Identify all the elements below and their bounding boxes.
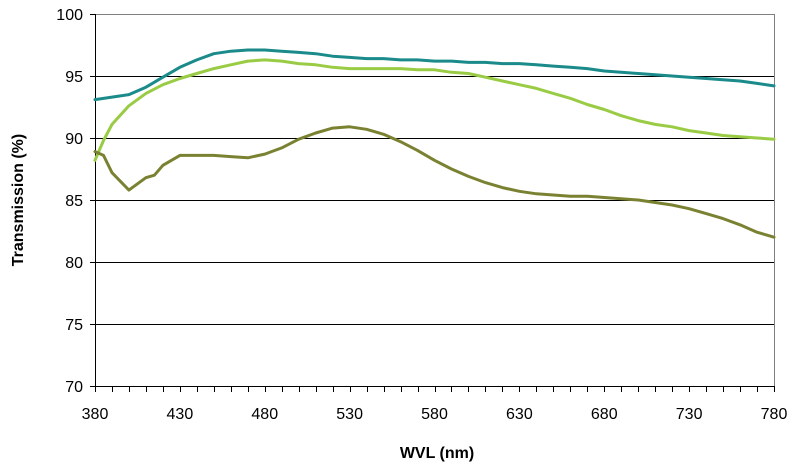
y-axis-title: Transmission (%) [10, 134, 27, 266]
y-tick-label: 100 [56, 7, 83, 24]
x-tick-label: 580 [421, 406, 448, 423]
grid-layer [95, 76, 774, 325]
x-tick-label: 780 [761, 406, 788, 423]
axis-layer: 70 75 80 85 90 95 100 380 430 480 530 580 630 680 730 7… [56, 7, 787, 423]
y-tick-label: 95 [65, 69, 83, 86]
y-tick-label: 70 [65, 379, 83, 396]
x-axis-title: WVL (nm) [400, 445, 474, 462]
x-tick-label: 430 [167, 406, 194, 423]
series-line-1 [93, 48, 776, 102]
x-tick-label: 630 [506, 406, 533, 423]
x-tick-label: 530 [336, 406, 363, 423]
y-tick-label: 75 [65, 317, 83, 334]
y-tick-label: 85 [65, 193, 83, 210]
series-line-2 [93, 58, 776, 162]
x-tick-label: 380 [82, 406, 109, 423]
series-layer [93, 48, 776, 239]
y-tick-label: 90 [65, 131, 83, 148]
x-tick-label: 730 [676, 406, 703, 423]
x-tick-label: 480 [251, 406, 278, 423]
x-tick-label: 680 [591, 406, 618, 423]
series-line-3 [93, 125, 776, 239]
y-tick-label: 80 [65, 255, 83, 272]
